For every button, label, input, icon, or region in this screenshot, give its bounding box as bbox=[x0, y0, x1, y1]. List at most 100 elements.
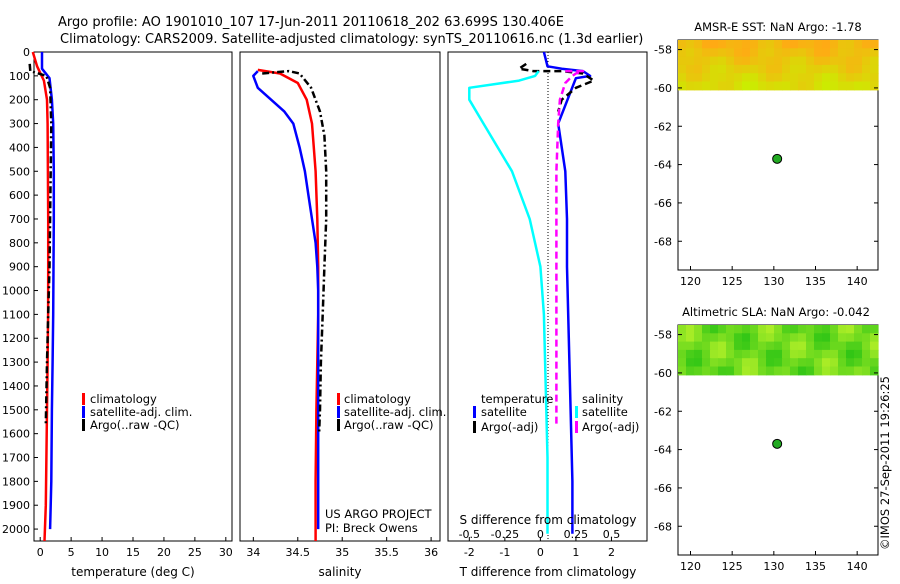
map-cell bbox=[742, 325, 751, 334]
lat-tick-label: -60 bbox=[654, 82, 672, 95]
map-cell bbox=[806, 81, 815, 91]
lat-tick-label: -66 bbox=[654, 197, 672, 210]
map-cell bbox=[862, 325, 871, 334]
map-cell bbox=[862, 333, 871, 343]
map-cell bbox=[758, 349, 767, 359]
map-cell bbox=[726, 73, 735, 83]
lon-tick-label: 140 bbox=[847, 560, 868, 573]
sst-latitude-axis: -58 -60 -62 -64 -66 -68 bbox=[654, 44, 878, 248]
map-cell bbox=[774, 358, 783, 368]
map-cell bbox=[814, 325, 823, 334]
map-cell bbox=[678, 40, 687, 49]
map-cell bbox=[686, 349, 695, 359]
map-cell bbox=[718, 48, 727, 58]
map-cell bbox=[854, 48, 863, 58]
map-cell bbox=[774, 333, 783, 343]
series-line-argo---raw--qc- bbox=[262, 69, 328, 434]
lon-tick-label: 135 bbox=[805, 275, 826, 288]
map-cell bbox=[766, 40, 775, 49]
map-cell bbox=[806, 349, 815, 359]
map-cell bbox=[790, 40, 799, 49]
map-cell bbox=[854, 81, 863, 91]
map-cell bbox=[774, 48, 783, 58]
sla-longitude-axis: 120 125 130 135 140 bbox=[680, 551, 868, 573]
x-tick-label: 10 bbox=[95, 546, 109, 559]
map-cell bbox=[766, 48, 775, 58]
map-cell bbox=[798, 48, 807, 58]
map-cell bbox=[830, 341, 839, 351]
map-cell bbox=[726, 40, 735, 49]
map-cell bbox=[750, 341, 759, 351]
map-cell bbox=[710, 366, 719, 376]
map-cell bbox=[806, 325, 815, 334]
map-cell bbox=[694, 48, 703, 58]
map-cell bbox=[742, 48, 751, 58]
map-cell bbox=[750, 333, 759, 343]
map-cell bbox=[822, 366, 831, 376]
map-cell bbox=[822, 358, 831, 368]
temperature-legend: climatology satellite-adj. clim. Argo(..… bbox=[82, 392, 192, 432]
map-cell bbox=[686, 341, 695, 351]
legend-title-salinity: salinity bbox=[582, 392, 623, 406]
map-cell bbox=[734, 333, 743, 343]
map-cell bbox=[838, 358, 847, 368]
map-cell bbox=[862, 64, 871, 74]
difference-series bbox=[468, 51, 595, 534]
lon-tick-label: 125 bbox=[722, 560, 743, 573]
map-cell bbox=[750, 48, 759, 58]
map-cell bbox=[782, 333, 791, 343]
lon-tick-label: 140 bbox=[847, 275, 868, 288]
map-cell bbox=[814, 333, 823, 343]
map-cell bbox=[830, 40, 839, 49]
map-cell bbox=[870, 64, 879, 74]
y-tick-label: 500 bbox=[9, 165, 30, 178]
map-cell bbox=[798, 325, 807, 334]
x-tick-label: 35 bbox=[335, 546, 349, 559]
map-cell bbox=[830, 358, 839, 368]
map-cell bbox=[790, 358, 799, 368]
map-cell bbox=[678, 73, 687, 83]
map-cell bbox=[790, 73, 799, 83]
map-cell bbox=[870, 73, 879, 83]
map-cell bbox=[686, 73, 695, 83]
map-cell bbox=[782, 40, 791, 49]
map-cell bbox=[838, 325, 847, 334]
map-cell bbox=[694, 40, 703, 49]
legend-s-satellite: satellite bbox=[582, 405, 628, 419]
map-cell bbox=[710, 341, 719, 351]
map-cell bbox=[774, 349, 783, 359]
map-cell bbox=[718, 333, 727, 343]
map-cell bbox=[822, 73, 831, 83]
map-cell bbox=[838, 56, 847, 66]
map-cell bbox=[830, 48, 839, 58]
map-cell bbox=[742, 64, 751, 74]
map-cell bbox=[862, 56, 871, 66]
x-tick-label: 2 bbox=[608, 546, 615, 559]
map-cell bbox=[694, 341, 703, 351]
series-line-satellite bbox=[468, 70, 549, 534]
map-cell bbox=[774, 40, 783, 49]
x-tick-label: 30 bbox=[219, 546, 233, 559]
map-cell bbox=[758, 56, 767, 66]
map-cell bbox=[838, 81, 847, 91]
x-tick-label: 34.5 bbox=[286, 546, 311, 559]
lat-tick-label: -62 bbox=[654, 405, 672, 418]
map-cell bbox=[710, 64, 719, 74]
map-cell bbox=[758, 333, 767, 343]
x-tick-label: 25 bbox=[188, 546, 202, 559]
map-cell bbox=[766, 341, 775, 351]
y-tick-label: 1700 bbox=[2, 452, 30, 465]
map-cell bbox=[862, 341, 871, 351]
sst-longitude-axis: 120 125 130 135 140 bbox=[680, 266, 868, 288]
map-cell bbox=[750, 81, 759, 91]
map-cell bbox=[726, 81, 735, 91]
map-cell bbox=[806, 333, 815, 343]
map-cell bbox=[854, 325, 863, 334]
map-cell bbox=[734, 40, 743, 49]
map-cell bbox=[734, 325, 743, 334]
map-cell bbox=[710, 73, 719, 83]
map-cell bbox=[830, 56, 839, 66]
map-cell bbox=[694, 333, 703, 343]
x-tick-label: 20 bbox=[157, 546, 171, 559]
t-difference-x-axis: -2 -1 0 1 2 bbox=[464, 537, 615, 559]
